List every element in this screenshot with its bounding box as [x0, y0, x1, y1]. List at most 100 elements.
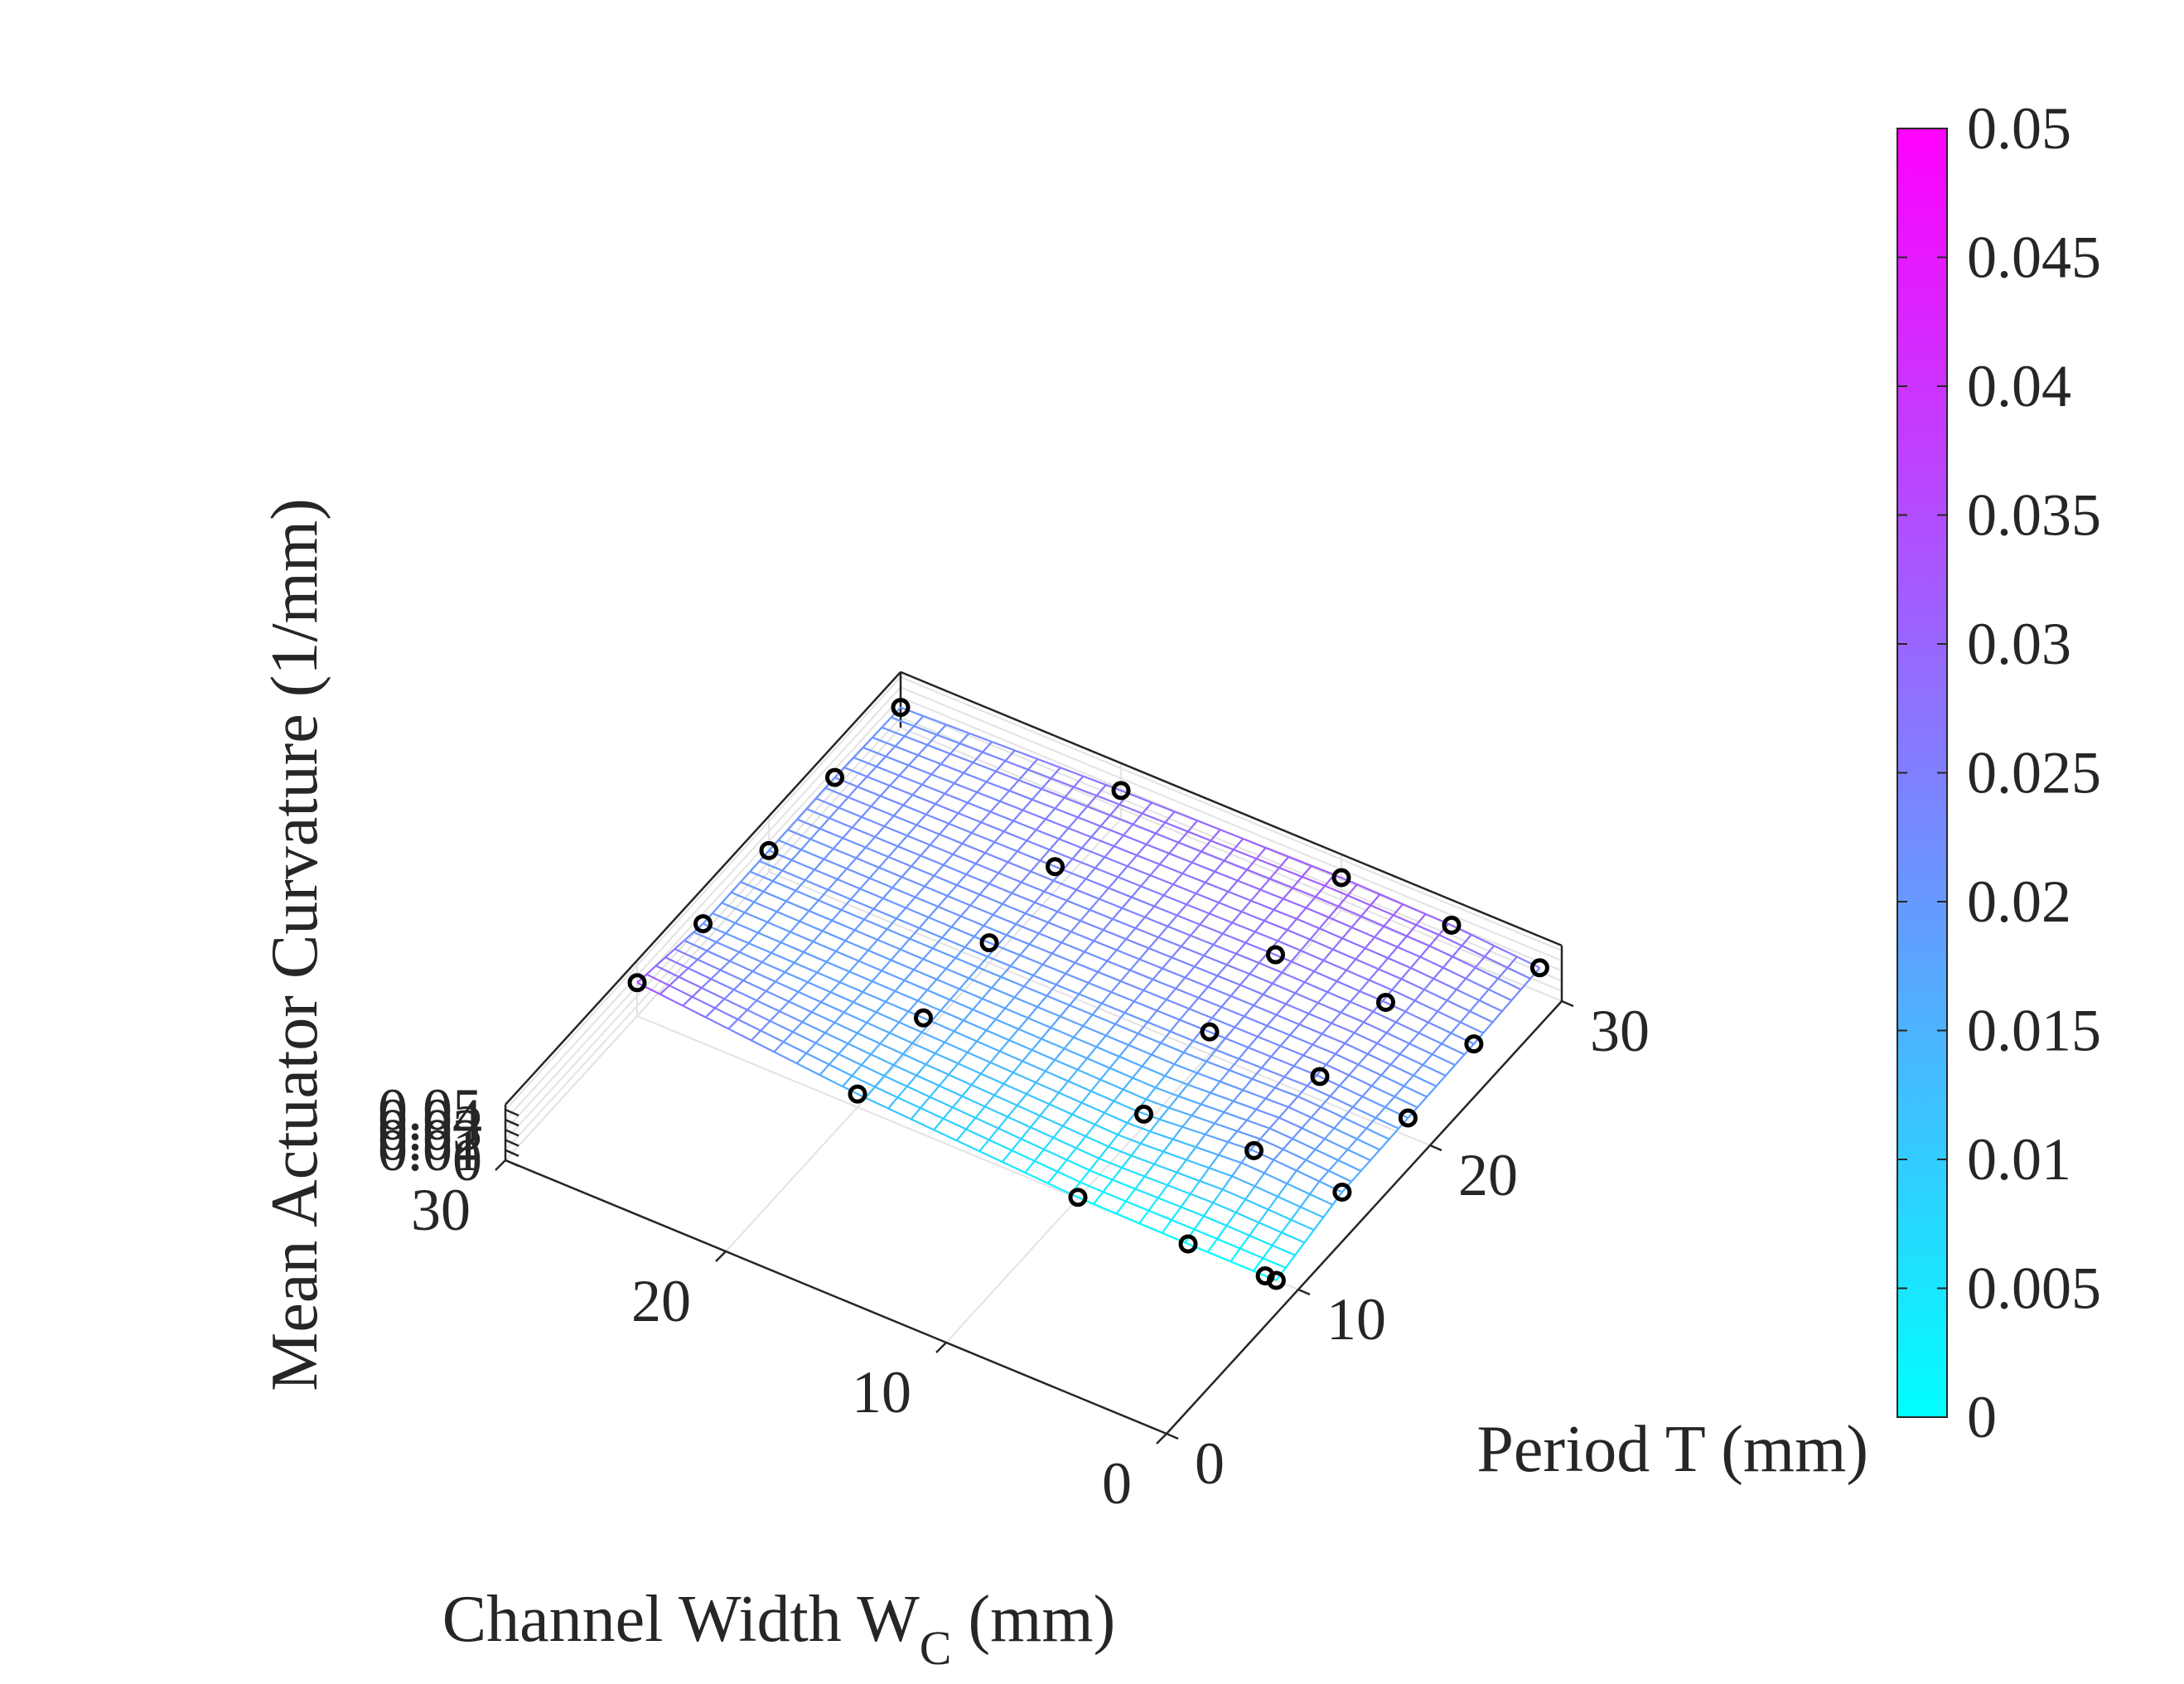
mesh-line — [945, 957, 957, 970]
y-tick-label: 30 — [1590, 998, 1650, 1064]
mesh-line — [859, 877, 871, 890]
mesh-line — [989, 1062, 1014, 1074]
mesh-line — [978, 1139, 990, 1152]
mesh-line — [879, 785, 891, 797]
mesh-line — [766, 990, 790, 1003]
mesh-line — [1249, 1222, 1260, 1236]
mesh-line — [1132, 823, 1157, 835]
mesh-line — [1235, 1198, 1247, 1213]
right-wall-grid-z — [900, 706, 1563, 982]
mesh-line — [909, 937, 934, 950]
mesh-line — [1042, 963, 1066, 975]
mesh-line — [1070, 1193, 1094, 1205]
mesh-line — [863, 918, 888, 931]
mesh-line — [750, 1029, 761, 1042]
mesh-line — [1181, 946, 1205, 957]
mesh-line — [995, 1018, 1019, 1030]
mesh-line — [1009, 954, 1021, 967]
mesh-line — [1056, 900, 1068, 912]
mesh-line — [925, 813, 949, 825]
mesh-line — [1305, 1159, 1330, 1172]
mesh-line — [1413, 989, 1425, 1002]
mesh-line — [1101, 991, 1113, 1004]
mesh-line — [863, 908, 875, 921]
mesh-line — [1139, 1130, 1152, 1144]
mesh-line — [1487, 978, 1499, 990]
mesh-line — [969, 904, 994, 916]
mesh-line — [1418, 1021, 1429, 1034]
mesh-line — [1312, 1217, 1325, 1231]
mesh-line — [1211, 1017, 1235, 1028]
mesh-line — [1002, 902, 1026, 915]
mesh-line — [1071, 847, 1083, 860]
mesh-line — [1047, 911, 1059, 923]
mesh-line — [1041, 787, 1065, 799]
mesh-line — [1168, 1106, 1192, 1117]
mesh-line — [1041, 1038, 1065, 1050]
mesh-line — [1043, 879, 1055, 893]
mesh-line — [751, 1039, 775, 1053]
mesh-line — [916, 824, 940, 835]
mesh-line — [1428, 934, 1440, 947]
mesh-line — [875, 755, 887, 767]
mesh-line — [1143, 1163, 1155, 1178]
mesh-line — [1043, 1148, 1068, 1161]
mesh-line — [1027, 1017, 1051, 1029]
mesh-line — [1357, 1053, 1369, 1066]
mesh-line — [835, 940, 847, 952]
mesh-line — [1212, 1188, 1224, 1203]
mesh-line — [1026, 840, 1051, 851]
mesh-line — [1254, 920, 1265, 933]
mesh-line — [980, 821, 1005, 833]
mesh-line — [768, 849, 792, 861]
mesh-line — [1196, 1072, 1220, 1083]
mesh-line — [879, 1043, 904, 1055]
mesh-line — [775, 980, 799, 993]
mesh-line — [691, 987, 703, 998]
right-wall-grid-z — [900, 686, 1563, 962]
mesh-line — [881, 726, 906, 738]
left-wall-grid-z — [505, 686, 901, 1120]
mesh-line — [1035, 818, 1046, 831]
mesh-line — [1474, 956, 1486, 969]
mesh-line — [1332, 948, 1356, 961]
mesh-line — [706, 950, 731, 962]
mesh-line — [1387, 957, 1412, 969]
mesh-line — [874, 1075, 886, 1088]
mesh-line — [1149, 864, 1161, 876]
mesh-line — [1183, 1051, 1207, 1062]
mesh-line — [1301, 864, 1312, 878]
mesh-line — [905, 907, 930, 919]
y-tick-mark — [1297, 1288, 1311, 1296]
mesh-line — [900, 948, 924, 961]
mesh-line — [1264, 1172, 1288, 1185]
mesh-line — [1322, 959, 1347, 971]
mesh-line — [1282, 887, 1294, 900]
colorbar-tick-label: 0.03 — [1967, 611, 2071, 677]
mesh-line — [857, 786, 882, 797]
mesh-line — [1023, 985, 1047, 997]
mesh-line — [1060, 1015, 1084, 1028]
mesh-line — [1256, 858, 1280, 869]
mesh-line — [1337, 1149, 1349, 1161]
mesh-line — [1104, 1111, 1128, 1124]
mesh-line — [772, 880, 796, 892]
mesh-line — [954, 946, 966, 959]
colorbar-tick-label: 0.005 — [1967, 1256, 2101, 1322]
mesh-line — [1200, 1092, 1211, 1106]
mesh-line — [998, 1039, 1010, 1052]
mesh-line — [886, 917, 897, 930]
mesh-line — [1199, 923, 1224, 935]
mesh-line — [1275, 1003, 1287, 1016]
mesh-line — [1375, 1116, 1399, 1130]
mesh-line — [1181, 872, 1206, 883]
mesh-line — [1386, 1032, 1410, 1045]
mesh-line — [827, 878, 838, 891]
mesh-line — [1369, 979, 1393, 991]
mesh-line — [1236, 1120, 1248, 1132]
mesh-line — [1331, 1012, 1342, 1024]
mesh-line — [751, 961, 763, 972]
mesh-line — [929, 1085, 940, 1098]
mesh-line — [930, 1009, 942, 1023]
mesh-line — [1322, 1033, 1346, 1045]
